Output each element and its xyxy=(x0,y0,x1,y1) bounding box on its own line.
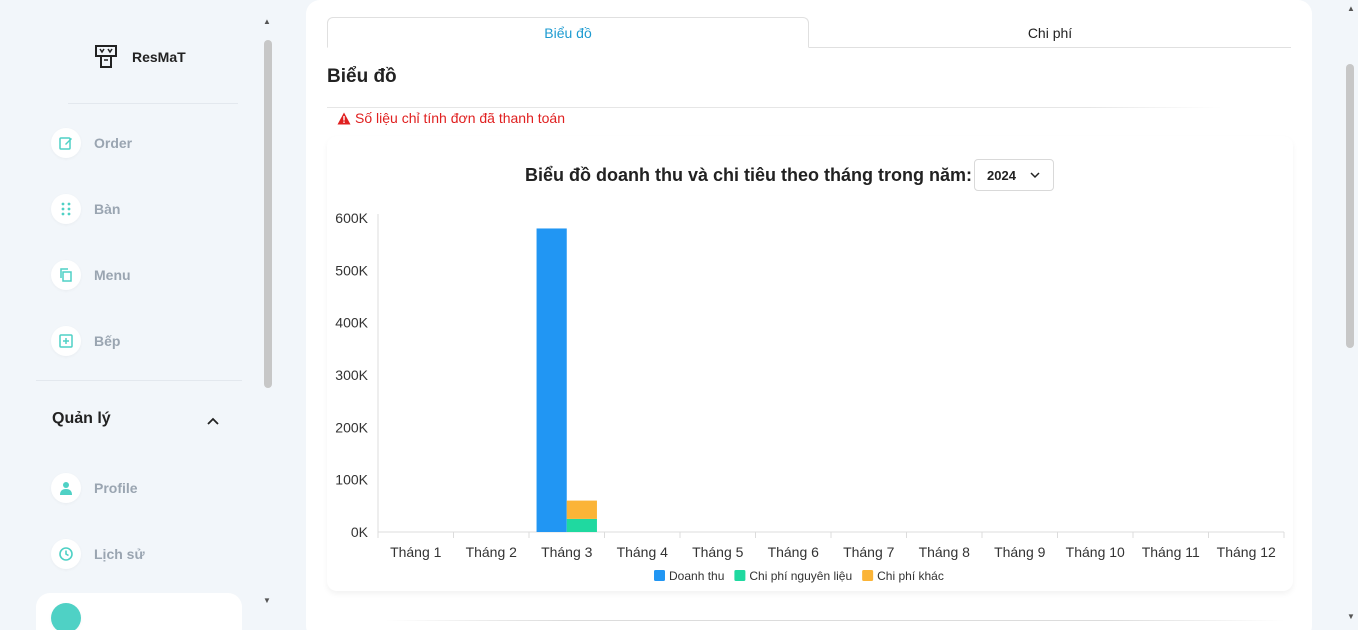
year-select-value: 2024 xyxy=(987,167,1016,183)
sidebar-item-order[interactable]: Order xyxy=(36,118,242,168)
sidebar-item-ban[interactable]: Bàn xyxy=(36,184,242,234)
logo[interactable]: ResMaT xyxy=(94,44,186,70)
user-icon xyxy=(51,473,81,503)
tab-chi-phi[interactable]: Chi phí xyxy=(1027,24,1073,41)
y-tick-label: 200K xyxy=(335,419,368,435)
tab-bieu-do[interactable]: Biểu đồ xyxy=(327,17,809,48)
sidebar-item-label: Profile xyxy=(94,480,138,496)
y-tick-label: 0K xyxy=(351,524,369,540)
section-title-quan-ly[interactable]: Quản lý xyxy=(52,410,111,427)
x-tick-label: Tháng 12 xyxy=(1217,544,1276,560)
divider xyxy=(385,620,1285,621)
y-tick-label: 600K xyxy=(335,210,368,226)
scroll-up-icon[interactable]: ▲ xyxy=(263,17,271,26)
divider xyxy=(36,380,242,381)
page-scroll-thumb[interactable] xyxy=(1346,64,1354,348)
warning-icon xyxy=(337,112,351,124)
x-tick-label: Tháng 3 xyxy=(541,544,593,560)
chart-icon xyxy=(51,603,81,630)
tab-bar: Biểu đồ Chi phí xyxy=(327,17,1291,48)
legend-label: Chi phí khác xyxy=(877,569,944,583)
legend-swatch xyxy=(654,570,665,581)
bar xyxy=(566,500,597,519)
sidebar-item-label: Order xyxy=(94,135,133,151)
sidebar-item-label: Bếp xyxy=(94,333,121,349)
revenue-expense-chart: 0K 100K 200K 300K 400K 500K 600K Tháng 1 Tháng 2… xyxy=(335,210,1285,583)
chevron-down-icon xyxy=(1030,171,1040,178)
app-name: ResMaT xyxy=(132,49,186,65)
chart-card xyxy=(327,136,1293,591)
x-tick-label: Tháng 4 xyxy=(617,544,669,560)
chart-title: Biểu đồ doanh thu và chi tiêu theo tháng… xyxy=(525,164,972,185)
legend-swatch xyxy=(734,570,746,581)
sidebar-item-label: Lịch sử xyxy=(94,546,145,562)
year-select[interactable]: 2024 xyxy=(974,159,1054,191)
plus-square-icon xyxy=(51,326,81,356)
edit-icon xyxy=(51,128,81,158)
divider xyxy=(68,103,238,104)
chart-header: Biểu đồ doanh thu và chi tiêu theo tháng… xyxy=(525,159,1054,191)
x-tick-label: Tháng 6 xyxy=(768,544,820,560)
sidebar-item-menu[interactable]: Menu xyxy=(36,250,242,300)
y-tick-label: 400K xyxy=(335,315,368,331)
page-scrollbar[interactable]: ▲ ▼ xyxy=(1343,0,1358,630)
copy-icon xyxy=(51,260,81,290)
x-tick-label: Tháng 5 xyxy=(692,544,744,560)
y-tick-label: 100K xyxy=(335,472,368,488)
sidebar-item-active[interactable] xyxy=(36,593,242,630)
legend-label: Chi phí nguyên liệu xyxy=(749,569,852,583)
y-tick-label: 300K xyxy=(335,367,368,383)
sidebar-item-lich-su[interactable]: Lịch sử xyxy=(36,529,242,579)
warning-text: Số liệu chỉ tính đơn đã thanh toán xyxy=(355,110,565,126)
sidebar-item-label: Menu xyxy=(94,267,131,283)
x-tick-label: Tháng 8 xyxy=(919,544,971,560)
legend-swatch xyxy=(862,570,874,581)
x-tick-label: Tháng 10 xyxy=(1066,544,1125,560)
x-tick-label: Tháng 9 xyxy=(994,544,1046,560)
clock-icon xyxy=(51,539,81,569)
x-tick-label: Tháng 2 xyxy=(466,544,518,560)
sidebar-item-label: Bàn xyxy=(94,201,121,217)
bar xyxy=(536,228,567,532)
x-tick-label: Tháng 1 xyxy=(390,544,442,560)
x-tick-label: Tháng 7 xyxy=(843,544,895,560)
sidebar-item-profile[interactable]: Profile xyxy=(36,463,242,513)
page-title: Biểu đồ xyxy=(327,66,397,87)
warning-notice: Số liệu chỉ tính đơn đã thanh toán xyxy=(337,110,565,126)
legend-label: Doanh thu xyxy=(669,569,724,583)
scroll-down-icon[interactable]: ▼ xyxy=(1347,612,1355,621)
y-tick-label: 500K xyxy=(335,262,368,278)
divider xyxy=(327,107,1222,108)
bar xyxy=(566,518,597,532)
sidebar-item-bep[interactable]: Bếp xyxy=(36,316,242,366)
logo-icon xyxy=(95,45,117,68)
scroll-down-icon[interactable]: ▼ xyxy=(263,596,271,605)
scroll-up-icon[interactable]: ▲ xyxy=(1347,4,1355,13)
grid-dots-icon xyxy=(51,194,81,224)
sidebar-scrollbar[interactable]: ▲ ▼ xyxy=(262,14,274,614)
sidebar: ResMaT Order Bàn Menu Bếp Quản lý Prof xyxy=(0,0,278,630)
main-card: Biểu đồ Chi phí Biểu đồ Số liệu chỉ tính… xyxy=(306,0,1312,630)
sidebar-scroll-thumb[interactable] xyxy=(264,40,272,388)
x-tick-label: Tháng 11 xyxy=(1142,544,1200,560)
chevron-up-icon[interactable] xyxy=(207,412,219,428)
